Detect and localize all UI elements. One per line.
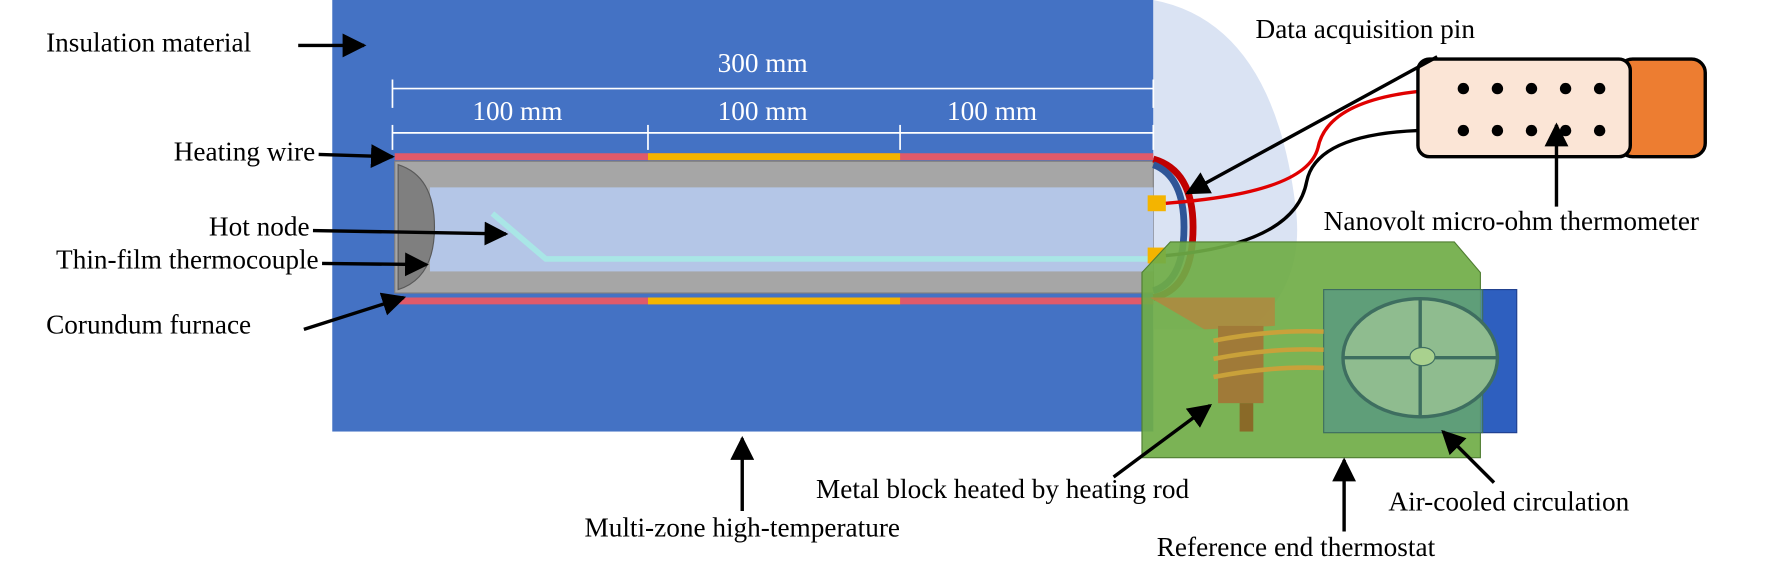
label: Air-cooled circulation [1388,486,1629,516]
label: Metal block heated by heating rod [816,474,1189,504]
dimension-label: 300 mm [718,48,808,78]
pin [1147,195,1166,212]
thermometer-box [1416,57,1632,159]
dimension-label: 100 mm [718,96,808,126]
rod-tip [1239,403,1254,432]
label: Corundum furnace [46,309,251,339]
dimension-label: 100 mm [947,96,1037,126]
label: Hot node [209,212,310,242]
fan-hub [1409,346,1436,367]
coil [1213,328,1324,380]
label: Insulation material [46,28,251,58]
label: Data acquisition pin [1256,14,1476,44]
label: Thin-film thermocouple [56,245,319,275]
label: Heating wire [174,137,316,167]
metal-block [1149,297,1275,330]
wire [1165,86,1466,205]
thermocouple [490,211,1154,262]
label: Reference end thermostat [1157,532,1436,561]
label: Nanovolt micro-ohm thermometer [1324,206,1699,236]
arrows [298,33,1569,532]
label: Multi-zone high-temperature [584,513,900,543]
dimension-label: 100 mm [472,96,562,126]
dimension-lines [391,79,1155,150]
